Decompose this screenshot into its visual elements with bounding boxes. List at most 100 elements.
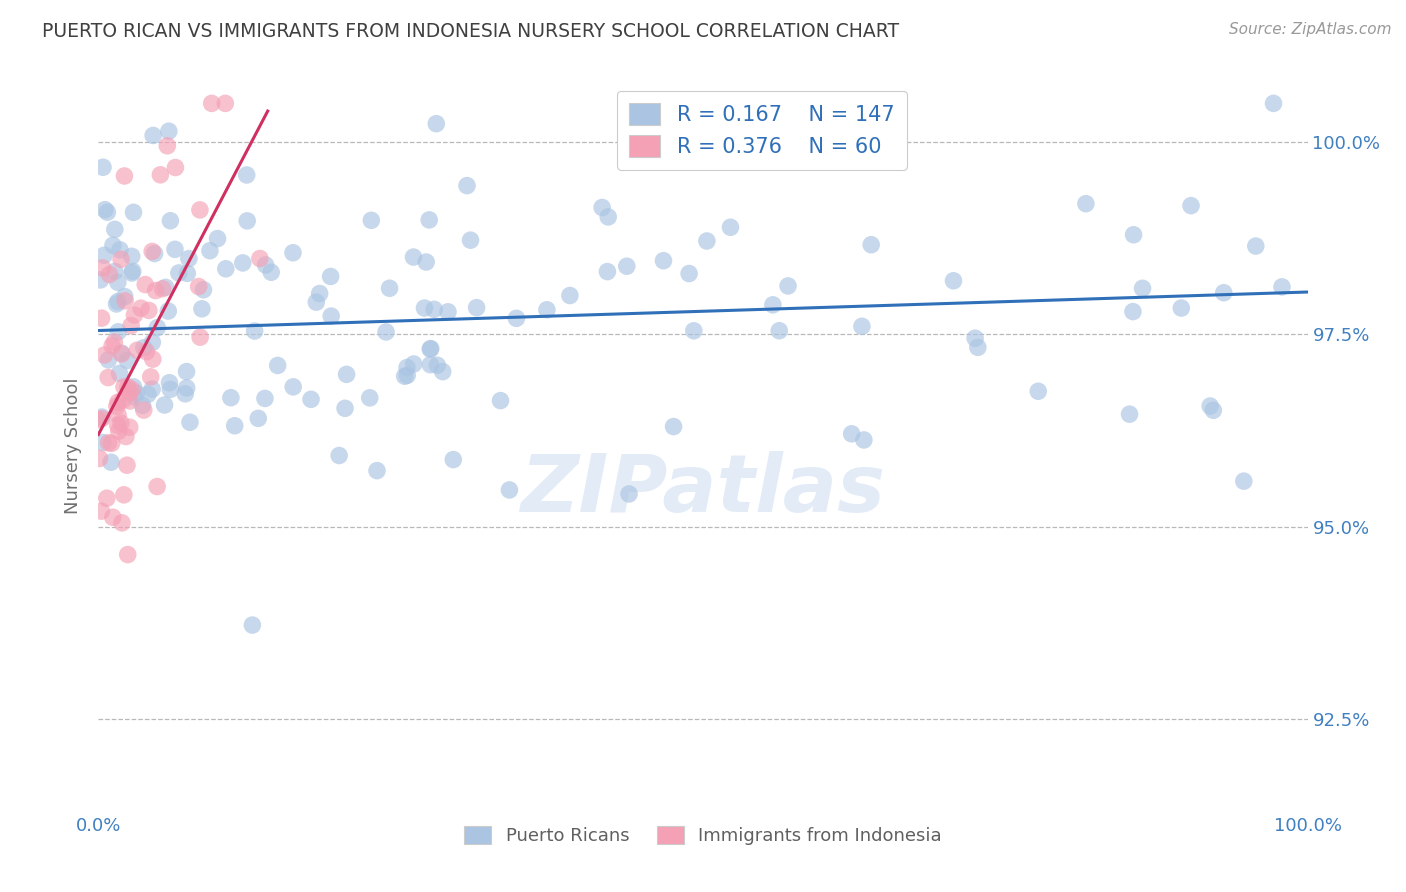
Point xyxy=(121,383,143,397)
Point xyxy=(124,390,146,404)
Point xyxy=(1263,96,1285,111)
Point xyxy=(121,266,143,280)
Point xyxy=(112,169,135,183)
Point xyxy=(121,264,143,278)
Point xyxy=(720,220,742,235)
Point xyxy=(662,419,685,434)
Point xyxy=(91,160,114,174)
Point xyxy=(596,264,619,278)
Point xyxy=(675,96,697,111)
Point xyxy=(682,324,704,338)
Point xyxy=(425,117,447,131)
Point xyxy=(90,410,112,425)
Point xyxy=(616,259,638,273)
Point xyxy=(215,261,238,276)
Point xyxy=(191,301,214,316)
Point xyxy=(441,452,464,467)
Point xyxy=(122,380,145,394)
Point xyxy=(105,297,128,311)
Point xyxy=(111,516,134,530)
Point xyxy=(100,436,122,450)
Point xyxy=(129,301,152,315)
Point xyxy=(419,358,441,372)
Point xyxy=(94,202,117,217)
Point xyxy=(402,250,425,264)
Point xyxy=(1122,227,1144,242)
Point xyxy=(111,392,134,407)
Point xyxy=(138,303,160,318)
Point xyxy=(107,395,129,409)
Point xyxy=(153,398,176,412)
Point xyxy=(235,168,257,182)
Point xyxy=(1180,199,1202,213)
Point xyxy=(87,413,110,427)
Point xyxy=(135,344,157,359)
Point xyxy=(188,202,211,217)
Point xyxy=(108,243,131,257)
Point xyxy=(359,391,381,405)
Point xyxy=(321,309,343,323)
Point xyxy=(426,358,449,372)
Point xyxy=(852,433,875,447)
Point xyxy=(104,264,127,278)
Point xyxy=(141,244,163,259)
Point xyxy=(120,318,142,333)
Point xyxy=(423,302,446,317)
Point xyxy=(118,394,141,409)
Point xyxy=(124,308,146,322)
Point xyxy=(402,357,425,371)
Point xyxy=(1271,280,1294,294)
Point xyxy=(236,214,259,228)
Point xyxy=(146,479,169,493)
Point xyxy=(157,124,180,138)
Point xyxy=(97,435,120,450)
Point xyxy=(110,252,132,267)
Point xyxy=(165,161,187,175)
Point xyxy=(308,286,330,301)
Point xyxy=(121,249,143,263)
Point xyxy=(132,341,155,355)
Point xyxy=(136,387,159,401)
Point xyxy=(112,488,135,502)
Point xyxy=(319,269,342,284)
Point xyxy=(1074,196,1097,211)
Point xyxy=(141,382,163,396)
Point xyxy=(112,380,135,394)
Point xyxy=(176,365,198,379)
Point xyxy=(100,455,122,469)
Point xyxy=(413,301,436,315)
Point xyxy=(111,347,134,361)
Point xyxy=(125,386,148,401)
Point xyxy=(149,168,172,182)
Point xyxy=(96,205,118,219)
Point xyxy=(118,420,141,434)
Point xyxy=(98,268,121,282)
Point xyxy=(90,411,112,425)
Point xyxy=(505,311,527,326)
Point xyxy=(104,222,127,236)
Point xyxy=(96,491,118,506)
Point xyxy=(167,266,190,280)
Point xyxy=(91,435,114,450)
Point xyxy=(107,424,129,438)
Point xyxy=(89,451,111,466)
Point xyxy=(117,548,139,562)
Point xyxy=(224,418,246,433)
Point xyxy=(762,298,785,312)
Point xyxy=(489,393,512,408)
Point xyxy=(93,248,115,262)
Point xyxy=(966,340,988,354)
Point xyxy=(188,330,211,344)
Point xyxy=(117,353,139,368)
Point xyxy=(648,107,671,121)
Point xyxy=(110,416,132,430)
Point xyxy=(101,339,124,353)
Point xyxy=(101,510,124,524)
Point xyxy=(396,368,419,383)
Point xyxy=(1132,281,1154,295)
Point xyxy=(108,367,131,381)
Point xyxy=(678,267,700,281)
Point xyxy=(214,96,236,111)
Point xyxy=(419,342,441,356)
Point xyxy=(134,277,156,292)
